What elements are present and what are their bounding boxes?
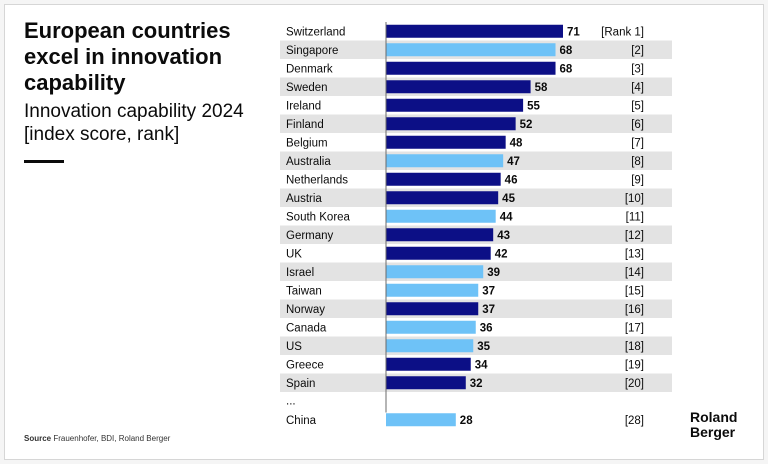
bar [386,80,531,94]
logo-line-2: Berger [690,424,736,440]
value-label: 39 [487,267,500,279]
source-note: Source Frauenhofer, BDI, Roland Berger [24,434,170,443]
rank-label: [6] [631,119,644,131]
country-label: Denmark [286,63,333,75]
bar [386,246,491,260]
rank-label: [2] [631,45,644,57]
country-label: Singapore [286,45,338,57]
bar [386,135,506,149]
country-label: Belgium [286,137,328,149]
bar [386,191,499,205]
country-label: Germany [286,230,334,242]
rank-label: [17] [625,322,644,334]
gap-ellipsis: ... [286,395,296,407]
rank-label: [14] [625,267,644,279]
country-label: South Korea [286,211,351,223]
rank-label: [3] [631,63,644,75]
rank-label: [28] [625,415,644,427]
bar [386,61,556,75]
bar [386,228,494,242]
country-label: Netherlands [286,174,348,186]
rank-label: [18] [625,341,644,353]
value-label: 71 [567,26,580,38]
bar [386,376,466,390]
bar [386,283,479,297]
bar [386,357,471,371]
rank-label: [11] [626,211,644,223]
value-label: 46 [505,174,518,186]
country-label: Canada [286,322,327,334]
country-label: Taiwan [286,285,322,297]
country-label: Austria [286,193,322,205]
rank-label: [13] [625,248,644,260]
value-label: 28 [460,415,473,427]
value-label: 32 [470,378,483,390]
bar [386,320,476,334]
country-label: US [286,341,302,353]
bar [386,98,524,112]
value-label: 34 [475,359,488,371]
value-label: 35 [477,341,490,353]
value-label: 48 [510,137,523,149]
country-label: Norway [286,304,325,316]
value-label: 47 [507,156,520,168]
value-label: 45 [502,193,515,205]
country-label: China [286,415,317,427]
bar [386,413,456,427]
bar [386,43,556,57]
rank-label: [12] [625,230,644,242]
country-label: Switzerland [286,26,345,38]
bar [386,265,484,279]
country-label: Greece [286,359,324,371]
value-label: 37 [482,285,495,297]
rank-label: [Rank 1] [601,26,644,38]
value-label: 68 [560,63,573,75]
country-label: Australia [286,156,331,168]
value-label: 52 [520,119,533,131]
rank-label: [20] [625,378,644,390]
value-label: 42 [495,248,508,260]
value-label: 68 [560,45,573,57]
country-label: Israel [286,267,314,279]
title-underline [24,160,64,163]
rank-label: [16] [625,304,644,316]
bar [386,302,479,316]
chart-subtitle: Innovation capability 2024 [index score,… [24,101,244,145]
rank-label: [7] [631,137,644,149]
rank-label: [5] [631,100,644,112]
country-label: Spain [286,378,315,390]
chart-title: European countries excel in innovation c… [24,18,231,95]
bar [386,209,496,223]
bar [386,24,563,38]
bar [386,117,516,131]
row-stripe [280,336,672,355]
country-label: Sweden [286,82,328,94]
country-label: Finland [286,119,324,131]
rank-label: [15] [625,285,644,297]
value-label: 36 [480,322,493,334]
bar [386,172,501,186]
rank-label: [19] [625,359,644,371]
value-label: 44 [500,211,513,223]
rank-label: [8] [631,156,644,168]
source-text: Frauenhofer, BDI, Roland Berger [53,434,171,443]
source-label: Source [24,434,52,443]
country-label: UK [286,248,302,260]
logo-line-1: Roland [690,409,738,425]
value-label: 43 [497,230,510,242]
value-label: 37 [482,304,495,316]
row-stripe [280,373,672,392]
rank-label: [9] [631,174,644,186]
rank-label: [10] [625,193,644,205]
value-label: 58 [535,82,548,94]
bar [386,154,504,168]
bar [386,339,474,353]
country-label: Ireland [286,100,321,112]
rank-label: [4] [631,82,644,94]
value-label: 55 [527,100,540,112]
roland-berger-logo: Roland Berger [690,410,737,440]
